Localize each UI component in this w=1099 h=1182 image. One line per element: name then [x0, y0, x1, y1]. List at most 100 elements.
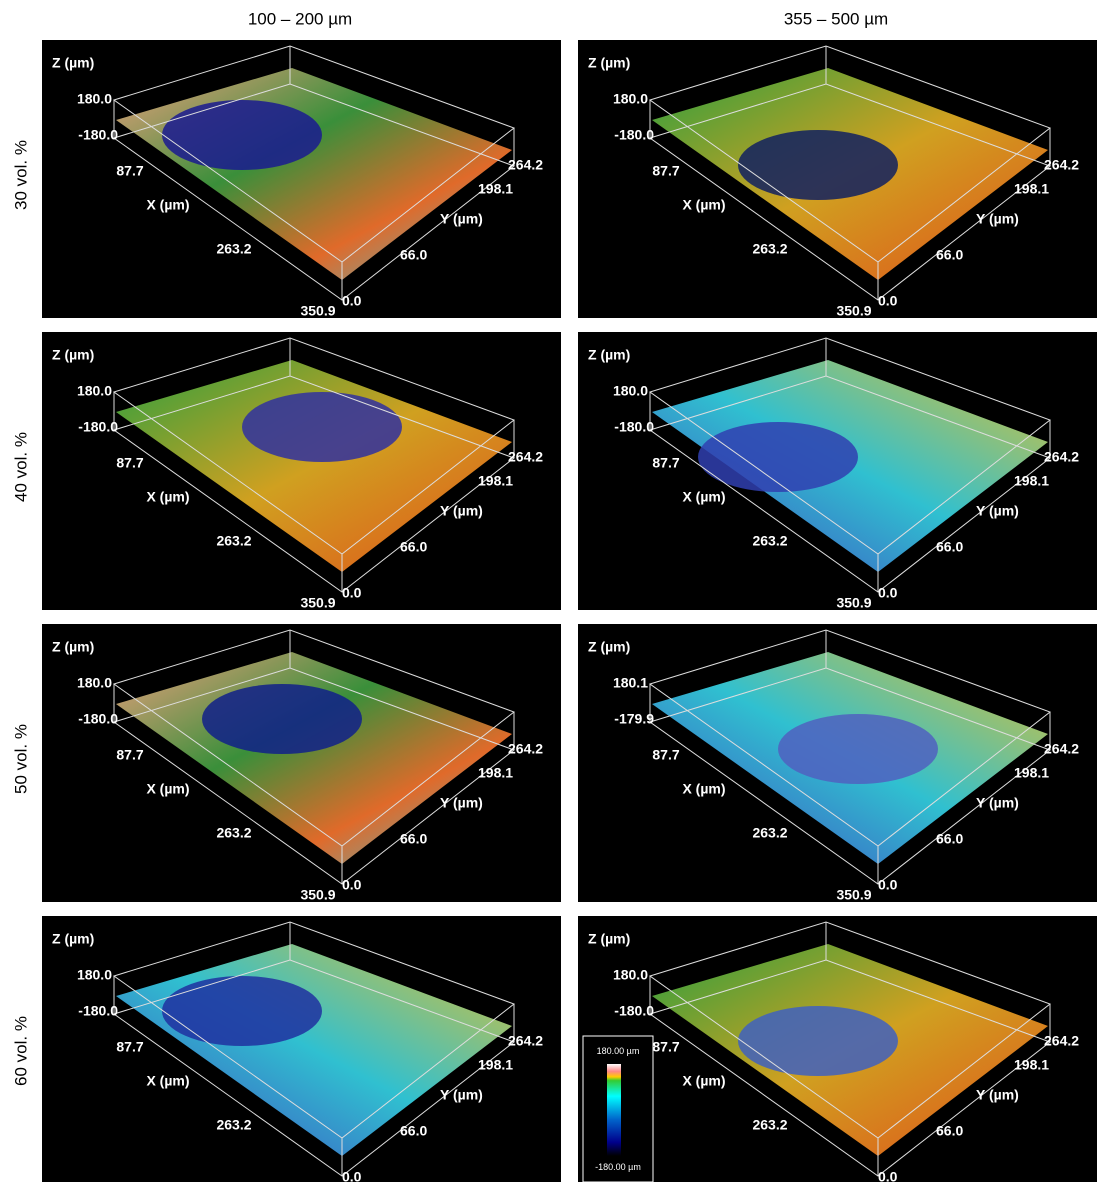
surface [116, 360, 512, 572]
x-tick-3: 350.9 [300, 303, 335, 319]
y-axis: Y (µm) [976, 211, 1019, 227]
surface-region [738, 1006, 898, 1076]
y-axis: Y (µm) [440, 795, 483, 811]
x-tick-3: 350.9 [300, 595, 335, 611]
x-tick-1: 87.7 [116, 455, 143, 471]
x-tick-2: 263.2 [216, 1117, 251, 1133]
z-max: 180.0 [77, 675, 112, 691]
z-axis: Z (µm) [52, 55, 94, 71]
surface-region [738, 130, 898, 200]
z-axis: Z (µm) [588, 55, 630, 71]
z-min: -180.0 [78, 1003, 118, 1019]
y-tick-2: 198.1 [478, 1057, 513, 1073]
x-tick-2: 263.2 [752, 533, 787, 549]
y-axis: Y (µm) [440, 503, 483, 519]
y-axis: Y (µm) [976, 1087, 1019, 1103]
y-tick-0: 0.0 [878, 585, 898, 601]
z-min: -180.0 [78, 419, 118, 435]
y-tick-1: 66.0 [400, 247, 427, 263]
x-axis: X (µm) [682, 197, 725, 213]
x-tick-3: 350.9 [300, 887, 335, 903]
y-tick-0: 0.0 [878, 1169, 898, 1182]
y-tick-1: 66.0 [936, 831, 963, 847]
z-min: -180.0 [78, 711, 118, 727]
x-tick-3: 350.9 [836, 1179, 871, 1182]
y-tick-0: 0.0 [878, 293, 898, 309]
z-axis: Z (µm) [588, 931, 630, 947]
y-tick-3: 264.2 [508, 1033, 543, 1049]
y-axis: Y (µm) [440, 1087, 483, 1103]
x-tick-1: 87.7 [116, 163, 143, 179]
y-axis: Y (µm) [976, 795, 1019, 811]
x-axis: X (µm) [682, 489, 725, 505]
z-axis: Z (µm) [52, 347, 94, 363]
colorbar-min: -180.00 µm [595, 1162, 641, 1172]
y-tick-2: 198.1 [478, 765, 513, 781]
y-tick-2: 198.1 [1014, 1057, 1049, 1073]
panel: Z (µm) 180.0 -180.0 87.7 X (µm) 263.2 350.9 0.0… [578, 40, 1097, 319]
y-tick-1: 66.0 [400, 539, 427, 555]
z-axis: Z (µm) [588, 347, 630, 363]
y-tick-3: 264.2 [1044, 449, 1079, 465]
y-tick-3: 264.2 [508, 449, 543, 465]
panel: Z (µm) 180.0 -180.0 87.7 X (µm) 263.2 350.9 0.0… [42, 916, 561, 1182]
x-tick-1: 87.7 [116, 1039, 143, 1055]
y-tick-1: 66.0 [936, 539, 963, 555]
column-header: 100 – 200 µm [248, 9, 352, 28]
surface-region [202, 684, 362, 754]
panel: Z (µm) 180.1 -179.9 87.7 X (µm) 263.2 350.9 0.0… [578, 624, 1097, 903]
z-axis: Z (µm) [52, 639, 94, 655]
y-tick-0: 0.0 [342, 1169, 362, 1182]
x-axis: X (µm) [146, 197, 189, 213]
x-tick-1: 87.7 [652, 455, 679, 471]
y-tick-2: 198.1 [1014, 765, 1049, 781]
y-tick-1: 66.0 [400, 1123, 427, 1139]
x-tick-3: 350.9 [836, 303, 871, 319]
row-label: 50 vol. % [11, 724, 30, 794]
z-max: 180.0 [613, 383, 648, 399]
z-axis: Z (µm) [52, 931, 94, 947]
surface-region [162, 976, 322, 1046]
colorbar-scale [607, 1064, 621, 1156]
surface-region [698, 422, 858, 492]
x-tick-3: 350.9 [836, 887, 871, 903]
y-tick-0: 0.0 [342, 293, 362, 309]
z-min: -180.0 [614, 419, 654, 435]
x-tick-2: 263.2 [752, 825, 787, 841]
x-tick-2: 263.2 [752, 1117, 787, 1133]
x-tick-3: 350.9 [836, 595, 871, 611]
z-min: -180.0 [614, 1003, 654, 1019]
x-axis: X (µm) [146, 781, 189, 797]
x-tick-2: 263.2 [752, 241, 787, 257]
y-tick-0: 0.0 [878, 877, 898, 893]
surface-region [162, 100, 322, 170]
z-max: 180.0 [613, 967, 648, 983]
z-min: -180.0 [78, 127, 118, 143]
panel: Z (µm) 180.0 -180.0 87.7 X (µm) 263.2 350.9 0.0… [578, 916, 1097, 1182]
y-tick-2: 198.1 [478, 473, 513, 489]
z-max: 180.0 [77, 383, 112, 399]
z-min: -180.0 [614, 127, 654, 143]
z-max: 180.0 [77, 967, 112, 983]
colorbar: 180.00 µm -180.00 µm [582, 1035, 654, 1182]
row-label: 60 vol. % [11, 1016, 30, 1086]
x-tick-2: 263.2 [216, 241, 251, 257]
x-axis: X (µm) [682, 1073, 725, 1089]
y-axis: Y (µm) [976, 503, 1019, 519]
y-tick-3: 264.2 [508, 157, 543, 173]
column-header: 355 – 500 µm [784, 9, 888, 28]
x-tick-1: 87.7 [116, 747, 143, 763]
y-tick-3: 264.2 [1044, 1033, 1079, 1049]
y-tick-0: 0.0 [342, 877, 362, 893]
x-tick-1: 87.7 [652, 747, 679, 763]
z-max: 180.1 [613, 675, 648, 691]
x-tick-3: 350.9 [300, 1179, 335, 1182]
colorbar-max: 180.00 µm [597, 1046, 640, 1056]
panel: Z (µm) 180.0 -180.0 87.7 X (µm) 263.2 350.9 0.0… [42, 40, 561, 319]
row-label: 40 vol. % [11, 432, 30, 502]
panel: Z (µm) 180.0 -180.0 87.7 X (µm) 263.2 350.9 0.0… [42, 332, 561, 611]
y-tick-3: 264.2 [1044, 157, 1079, 173]
panel: Z (µm) 180.0 -180.0 87.7 X (µm) 263.2 350.9 0.0… [578, 332, 1097, 611]
